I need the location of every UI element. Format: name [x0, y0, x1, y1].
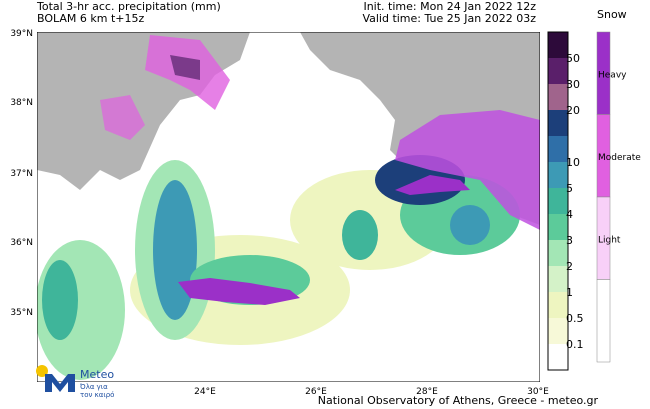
map	[37, 32, 540, 382]
colorbar-box	[548, 318, 568, 344]
colorbar-box	[548, 58, 568, 84]
colorbar-box	[548, 162, 568, 188]
logo-mark	[45, 374, 75, 392]
colorbar-box	[548, 266, 568, 292]
logo-tagline: Όλα για	[79, 383, 108, 391]
lat-label: 37°N	[10, 169, 33, 179]
snow-title: Snow	[597, 8, 627, 21]
colorbar-label: 1	[566, 286, 573, 299]
subtitle: BOLAM 6 km t+15z	[37, 12, 145, 25]
colorbar-label: 2	[566, 260, 573, 273]
precip-colorbar	[547, 31, 569, 371]
colorbar-label: 0.5	[566, 312, 584, 325]
colorbar-label: 4	[566, 208, 573, 221]
snow-label: Heavy	[598, 70, 627, 80]
colorbar-label: 3	[566, 234, 573, 247]
snow-box	[596, 279, 611, 363]
valid-time: Valid time: Tue 25 Jan 2022 03z	[362, 12, 536, 25]
lat-label: 38°N	[10, 98, 33, 108]
colorbar-label: 30	[566, 78, 580, 91]
colorbar-box	[548, 188, 568, 214]
footer: National Observatory of Athens, Greece -…	[318, 394, 599, 407]
colorbar-label: 0.1	[566, 338, 584, 351]
snow-label: Moderate	[598, 153, 641, 163]
colorbar-label: 5	[566, 182, 573, 195]
lon-label: 24°E	[194, 387, 216, 397]
snow-label: Light	[598, 235, 621, 245]
lon-label: 26°E	[305, 387, 327, 397]
lon-label: 28°E	[416, 387, 438, 397]
colorbar-box	[548, 292, 568, 318]
logo-tagline: τον καιρό	[80, 391, 114, 399]
colorbar-box	[548, 240, 568, 266]
init-time: Init. time: Mon 24 Jan 2022 12z	[363, 0, 536, 13]
colorbar-label: 50	[566, 52, 580, 65]
lon-label: 30°E	[527, 387, 549, 397]
colorbar-box	[548, 136, 568, 162]
lat-label: 35°N	[10, 308, 33, 318]
colorbar-box	[548, 110, 568, 136]
logo-name: Meteo	[80, 368, 114, 381]
colorbar-box	[548, 344, 568, 370]
title: Total 3-hr acc. precipitation (mm)	[36, 0, 221, 13]
lat-label: 39°N	[10, 29, 33, 39]
colorbar-label: 20	[566, 104, 580, 117]
colorbar-label: 10	[566, 156, 580, 169]
colorbar-box	[548, 214, 568, 240]
colorbar-box	[548, 32, 568, 58]
lat-label: 36°N	[10, 238, 33, 248]
colorbar-box	[548, 84, 568, 110]
